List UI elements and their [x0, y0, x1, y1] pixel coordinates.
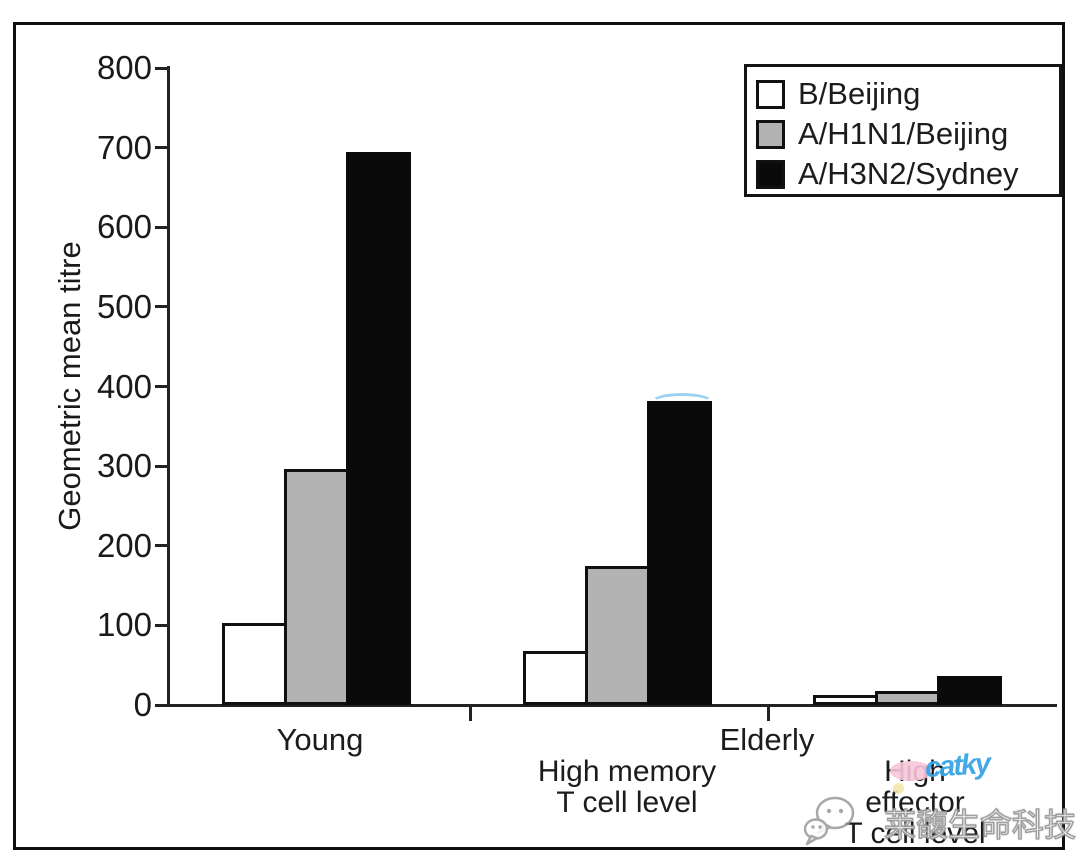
wechat-chat-bubbles-icon [803, 796, 855, 846]
bar-a-h1n1-beijing-group1 [284, 468, 349, 705]
bar-a-h3n2-sydney-group1 [346, 151, 411, 705]
y-tick-mark [155, 305, 168, 309]
y-tick-label: 0 [133, 686, 152, 723]
x-subgroup-label-high-memory: High memory T cell level [537, 755, 717, 819]
y-tick-mark [155, 703, 168, 707]
y-tick-mark [155, 544, 168, 548]
y-tick-label: 400 [96, 367, 152, 405]
yellow-dot-watermark [893, 783, 904, 794]
y-tick-mark [155, 66, 168, 70]
y-tick-label: 300 [96, 447, 152, 485]
blue-scribble-watermark-text: catky [923, 747, 991, 785]
bar-a-h1n1-beijing-group3 [875, 691, 940, 705]
bar-a-h1n1-beijing-group2 [585, 565, 650, 705]
x-group-label-young: Young [276, 722, 364, 757]
pink-blob-watermark [890, 761, 932, 781]
y-axis-line [167, 66, 170, 707]
legend-row: B/Beijing [756, 74, 1059, 114]
legend-swatch [756, 159, 785, 189]
chinese-watermark-text: 莱馥生命科技 [883, 806, 1077, 844]
legend-swatch [756, 119, 785, 149]
y-tick-label: 100 [96, 606, 152, 644]
blue-arc-watermark [650, 393, 714, 413]
legend-box: B/Beijing A/H1N1/Beijing A/H3N2/Sydney [744, 64, 1062, 197]
bar-a-h3n2-sydney-group3 [937, 675, 1002, 705]
legend-row: A/H1N1/Beijing [756, 114, 1059, 154]
y-tick-mark [155, 385, 168, 388]
y-tick-label: 800 [96, 49, 152, 86]
x-group-label-elderly: Elderly [719, 722, 815, 757]
bar-b-beijing-group2 [523, 650, 588, 705]
legend-label: A/H1N1/Beijing [798, 116, 1009, 151]
y-tick-label: 500 [96, 287, 152, 325]
legend-swatch [756, 79, 785, 109]
y-tick-label: 600 [96, 208, 152, 246]
x-tick-mark [468, 706, 472, 721]
y-tick-mark [155, 464, 168, 468]
y-tick-label: 200 [96, 526, 152, 564]
x-tick-mark [766, 706, 770, 721]
x-axis-line [167, 704, 1057, 707]
y-tick-mark [155, 146, 168, 150]
y-tick-mark [155, 225, 168, 229]
legend-row: A/H3N2/Sydney [756, 154, 1059, 194]
y-tick-mark [155, 623, 168, 627]
legend-label: B/Beijing [798, 76, 921, 111]
legend-label: A/H3N2/Sydney [798, 156, 1019, 191]
bar-b-beijing-group3 [813, 695, 878, 705]
y-tick-label: 700 [96, 128, 152, 166]
bar-b-beijing-group1 [222, 622, 287, 705]
bar-a-h3n2-sydney-group2 [647, 400, 712, 705]
